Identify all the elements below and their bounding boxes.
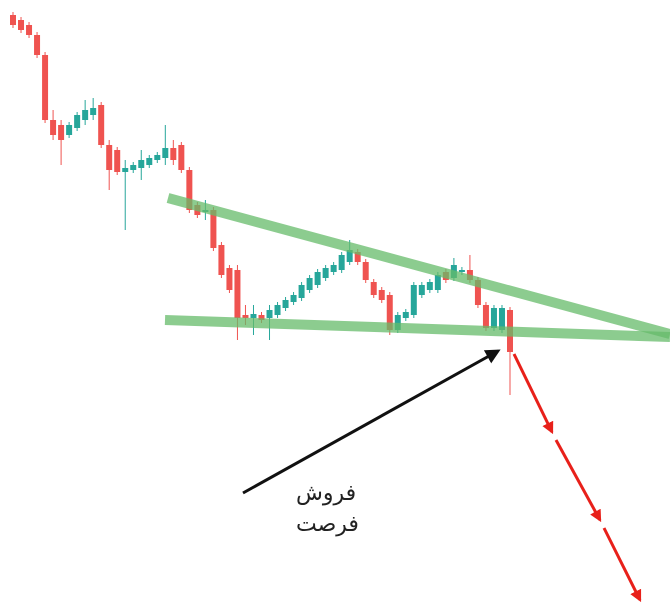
candle-body — [410, 285, 417, 315]
candle-body — [378, 290, 385, 300]
candle-body — [114, 150, 121, 172]
candle-body — [90, 108, 97, 115]
candle-body — [98, 105, 105, 145]
candle-body — [226, 268, 233, 290]
candle-body — [418, 285, 425, 295]
candle-body — [386, 295, 393, 330]
candle-body — [290, 295, 297, 302]
candle-body — [18, 20, 25, 30]
arrow-segment — [512, 353, 554, 435]
candle-body — [362, 262, 369, 280]
candle-body — [106, 145, 113, 170]
candle-body — [330, 265, 337, 272]
candle-body — [434, 275, 441, 290]
candle-body — [210, 210, 217, 248]
candle-body — [186, 170, 193, 210]
candle-body — [314, 272, 321, 285]
upper-trendline — [166, 193, 670, 339]
annotation: فروش — [296, 481, 356, 506]
candle-body — [122, 168, 129, 172]
candle-body — [458, 270, 465, 272]
candles — [10, 12, 513, 395]
candle-body — [234, 270, 241, 318]
candle-body — [170, 148, 177, 160]
candle-body — [370, 282, 377, 295]
candle-body — [10, 15, 16, 25]
candle-body — [162, 148, 169, 158]
candle-body — [242, 315, 249, 318]
candle-body — [338, 255, 345, 270]
candle-body — [490, 308, 497, 328]
candle-body — [178, 145, 185, 170]
candle-body — [482, 305, 489, 328]
arrow-segment — [602, 527, 642, 603]
candle-body — [426, 282, 433, 290]
candle-body — [498, 308, 505, 330]
candle-body — [58, 125, 65, 140]
candle-body — [394, 315, 401, 330]
candle-body — [402, 312, 409, 318]
candle-body — [138, 160, 145, 168]
arrow-segment — [554, 439, 602, 523]
projection-arrow — [512, 353, 642, 603]
candle-body — [50, 120, 57, 135]
annotation: فرصت — [296, 512, 359, 537]
candle-body — [266, 310, 273, 318]
candle-body — [42, 55, 49, 120]
candle-body — [282, 300, 289, 308]
candle-body — [346, 250, 353, 262]
candle-body — [322, 268, 329, 278]
candle-body — [258, 315, 265, 320]
candle-body — [274, 305, 281, 315]
candle-body — [298, 285, 305, 298]
pointer-arrow — [242, 349, 501, 495]
lower-trendline — [164, 315, 670, 342]
candle-body — [306, 278, 313, 290]
candle-body — [66, 125, 73, 135]
candle-body — [354, 252, 361, 262]
candle-body — [474, 280, 481, 305]
candle-body — [154, 155, 161, 160]
candle-body — [250, 314, 257, 318]
candle-body — [130, 165, 137, 170]
candle-body — [146, 158, 153, 165]
candle-body — [34, 35, 41, 55]
candle-body — [74, 115, 81, 128]
candle-body — [218, 245, 225, 275]
candle-body — [26, 25, 33, 35]
candle-body — [82, 110, 89, 120]
